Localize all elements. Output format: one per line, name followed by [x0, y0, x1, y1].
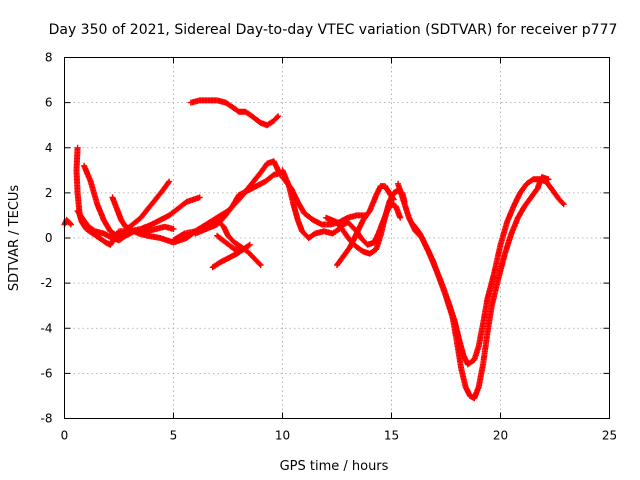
series-track-9 — [187, 97, 282, 129]
series-track-3 — [81, 162, 173, 239]
series-track-15 — [410, 174, 552, 402]
y-axis-label: SDTVAR / TECUs — [7, 185, 22, 292]
data-points — [61, 97, 567, 402]
x-tick-label: 10 — [275, 429, 290, 443]
chart-title: Day 350 of 2021, Sidereal Day-to-day VTE… — [49, 22, 618, 38]
y-tick-labels: -8 -6 -4 -2 0 2 4 6 8 — [41, 51, 53, 426]
y-tick-label: -2 — [41, 276, 53, 290]
x-tick-label: 0 — [61, 429, 69, 443]
y-tick-label: 4 — [45, 141, 53, 155]
x-tick-label: 5 — [170, 429, 178, 443]
y-tick-label: 2 — [45, 186, 53, 200]
series-track-8 — [209, 232, 253, 271]
x-tick-label: 15 — [384, 429, 399, 443]
series-track-14 — [395, 176, 567, 368]
series-points — [410, 174, 552, 402]
series-points — [61, 216, 74, 228]
series-points — [192, 216, 264, 269]
series-points — [395, 176, 567, 368]
series-points — [81, 162, 173, 239]
series-track-7 — [192, 216, 264, 269]
series-points — [323, 187, 408, 257]
y-tick-label: -6 — [41, 366, 53, 380]
y-tick-label: 0 — [45, 231, 53, 245]
y-tick-label: 6 — [45, 96, 53, 110]
x-tick-label: 20 — [493, 429, 508, 443]
y-tick-label: 8 — [45, 51, 53, 65]
x-tick-labels: 0 5 10 15 20 25 — [61, 429, 617, 443]
series-points — [334, 183, 397, 269]
x-tick-label: 25 — [602, 429, 617, 443]
series-track-12 — [323, 187, 408, 257]
series-track-1 — [61, 216, 74, 228]
axis-ticks — [64, 57, 610, 419]
series-track-13 — [334, 183, 397, 269]
series-points — [187, 97, 282, 129]
y-tick-label: -8 — [41, 412, 53, 426]
y-tick-label: -4 — [41, 321, 53, 335]
series-points — [209, 232, 253, 271]
x-axis-label: GPS time / hours — [280, 459, 389, 474]
series-track-11 — [279, 174, 369, 228]
series-points — [279, 174, 369, 228]
